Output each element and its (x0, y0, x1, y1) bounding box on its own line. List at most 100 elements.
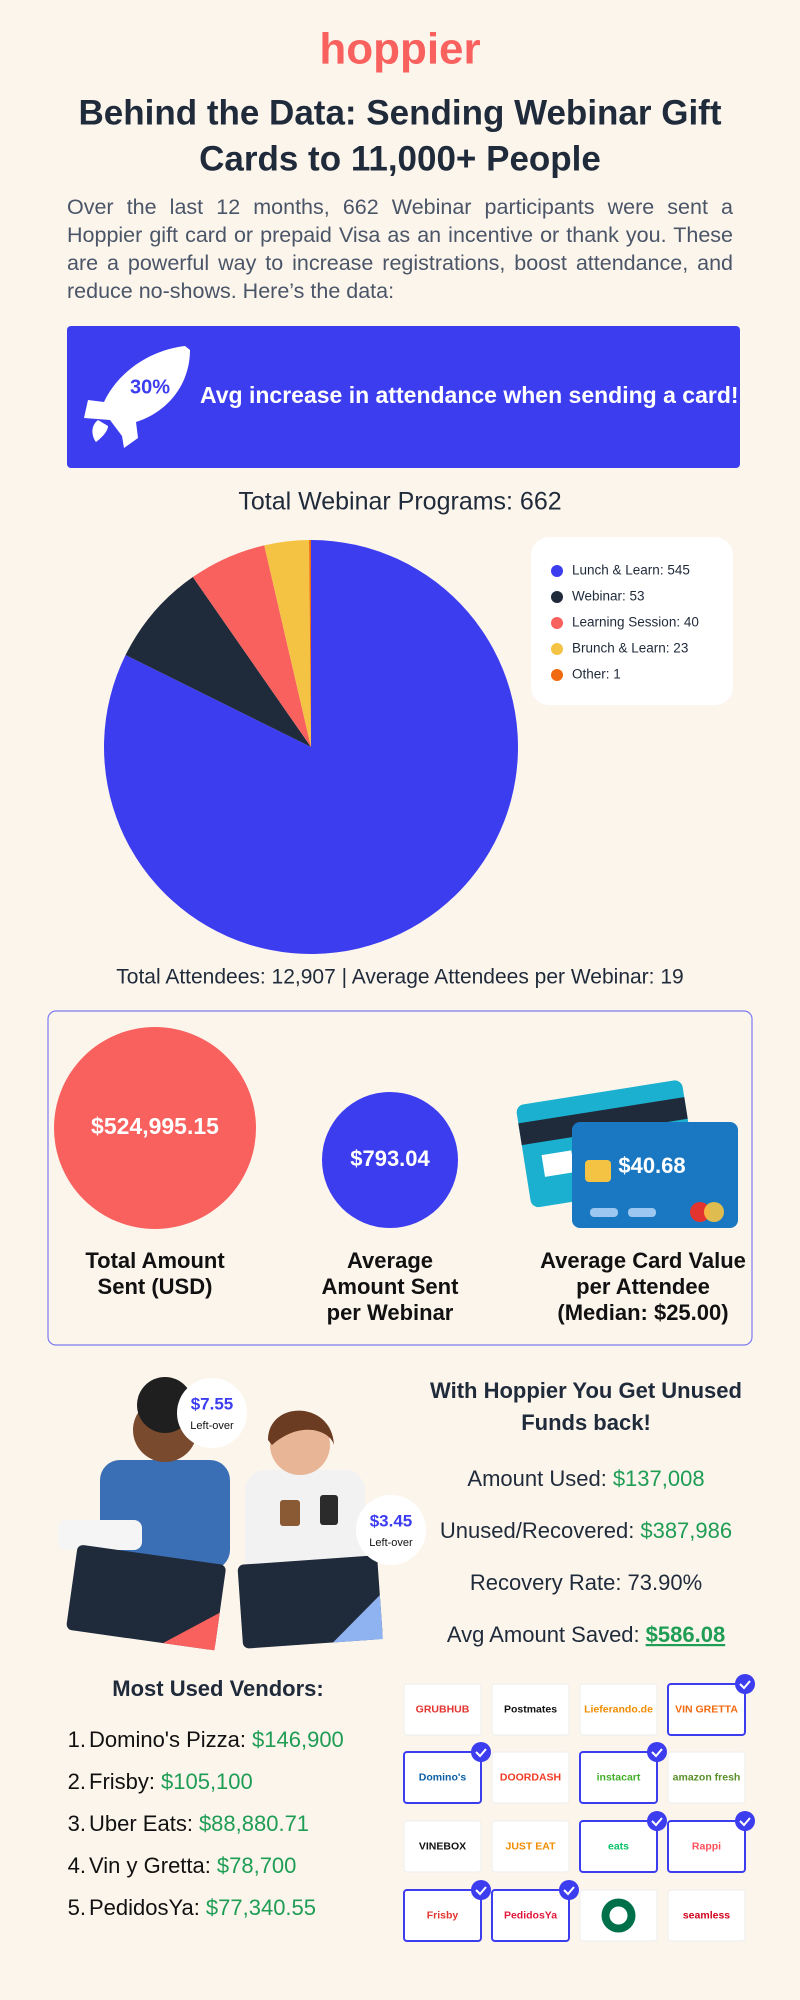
vendor-tile (667, 1820, 746, 1873)
vendor-logo: PedidosYa (504, 1909, 557, 1921)
funds-label: Amount Used: (467, 1466, 606, 1491)
stat-value: $793.04 (350, 1146, 430, 1171)
stat-label: Total Amount (85, 1248, 225, 1273)
pie-slice (192, 545, 311, 747)
vendor-tile (667, 1683, 746, 1736)
legend-box (531, 537, 733, 705)
funds-value: $387,986 (640, 1518, 732, 1543)
check-mark (651, 1748, 663, 1758)
leftover-bubble (177, 1378, 247, 1448)
funds-label: Recovery Rate: 73.90% (470, 1570, 702, 1595)
vendor-item: Uber Eats: $88,880.71 (89, 1811, 309, 1836)
vendor-name: PedidosYa: (89, 1895, 200, 1920)
vendor-logo: Domino's (419, 1771, 467, 1783)
rocket-icon (84, 346, 190, 448)
vendor-logo: DOORDASH (500, 1771, 561, 1783)
vendor-logo: Lieferando.de (584, 1703, 653, 1715)
card-icon (516, 1080, 738, 1228)
legend-label: Lunch & Learn: 545 (572, 563, 690, 578)
check-badge (735, 1811, 755, 1831)
vendor-item: Domino's Pizza: $146,900 (89, 1727, 344, 1752)
vendor-item: PedidosYa: $77,340.55 (89, 1895, 316, 1920)
vendor-tile (491, 1683, 570, 1736)
funds-row: Avg Amount Saved: $586.08 (447, 1622, 725, 1647)
vendor-tile (403, 1820, 482, 1873)
leftover-amount: $3.45 (370, 1511, 413, 1530)
check-mark (739, 1680, 751, 1690)
pie-slice (309, 540, 311, 747)
people-illustration (58, 1377, 383, 1651)
pie-slice (264, 540, 311, 747)
vendor-tile (579, 1683, 658, 1736)
vendor-name: Uber Eats: (89, 1811, 193, 1836)
vendor-rank: 2. (68, 1769, 86, 1794)
stats-box (47, 1010, 753, 1346)
stat-label: per Webinar (327, 1300, 454, 1325)
legend-swatch (551, 669, 563, 681)
funds-row: Recovery Rate: 73.90% (470, 1570, 702, 1595)
vendor-logo: instacart (597, 1771, 641, 1783)
check-badge (559, 1880, 579, 1900)
vendor-rank: 4. (68, 1853, 86, 1878)
banner-text: Avg increase in attendance when sending … (200, 382, 739, 408)
legend-swatch (551, 643, 563, 655)
stat-label: Average Card Value (540, 1248, 746, 1273)
stat-circle (54, 1027, 256, 1229)
funds-value: $137,008 (613, 1466, 705, 1491)
vendor-logo: GRUBHUB (416, 1703, 470, 1715)
vendor-rank: 3. (68, 1811, 86, 1836)
vendor-tile (579, 1820, 658, 1873)
stat-label: (Median: $25.00) (557, 1300, 728, 1325)
vendor-amount: $146,900 (252, 1727, 344, 1752)
check-badge (647, 1742, 667, 1762)
attendees-note: Total Attendees: 12,907 | Average Attend… (116, 966, 683, 989)
stat-label: Sent (USD) (98, 1274, 213, 1299)
banner (67, 326, 740, 468)
intro-text: Over the last 12 months, 662 Webinar par… (67, 195, 733, 303)
vendor-logo: amazon fresh (673, 1771, 741, 1783)
legend-swatch (551, 617, 563, 629)
funds-heading: With Hoppier You Get Unused (430, 1378, 742, 1403)
stat-value: $40.68 (618, 1153, 685, 1178)
legend-label: Brunch & Learn: 23 (572, 641, 688, 656)
title: Behind the Data: Sending Webinar Gift (79, 93, 722, 132)
logo: hoppier (319, 25, 480, 74)
vendor-tile (491, 1889, 570, 1942)
vendor-logo: VINEBOX (419, 1840, 466, 1852)
stat-value: $524,995.15 (91, 1113, 219, 1139)
pie-slice (104, 540, 518, 954)
vendor-logo: seamless (683, 1909, 730, 1921)
check-badge (471, 1742, 491, 1762)
vendor-amount: $105,100 (161, 1769, 253, 1794)
vendor-tile (403, 1889, 482, 1942)
vendor-item: Frisby: $105,100 (89, 1769, 253, 1794)
check-badge (735, 1674, 755, 1694)
vendor-logo: Postmates (504, 1703, 557, 1715)
legend-swatch (551, 591, 563, 603)
leftover-caption: Left-over (190, 1420, 234, 1432)
vendors-heading: Most Used Vendors: (112, 1676, 323, 1701)
vendor-name: Vin y Gretta: (89, 1853, 211, 1878)
legend-swatch (551, 565, 563, 577)
check-badge (471, 1880, 491, 1900)
vendor-tile (491, 1751, 570, 1804)
vendor-amount: $88,880.71 (199, 1811, 309, 1836)
legend-label: Learning Session: 40 (572, 615, 699, 630)
vendor-logo: eats (608, 1840, 629, 1852)
stat-circle (322, 1092, 458, 1228)
leftover-amount: $7.55 (191, 1394, 234, 1413)
vendor-name: Frisby: (89, 1769, 155, 1794)
title: Cards to 11,000+ People (199, 139, 601, 178)
stat-label: Amount Sent (322, 1274, 460, 1299)
check-mark (739, 1817, 751, 1827)
funds-heading: Funds back! (521, 1410, 651, 1435)
stat-label: Average (347, 1248, 433, 1273)
vendor-amount: $78,700 (217, 1853, 297, 1878)
funds-label: Unused/Recovered: (440, 1518, 634, 1543)
vendor-tile (667, 1751, 746, 1804)
leftover-bubble (356, 1495, 426, 1565)
vendor-tile (491, 1820, 570, 1873)
vendor-rank: 5. (68, 1895, 86, 1920)
